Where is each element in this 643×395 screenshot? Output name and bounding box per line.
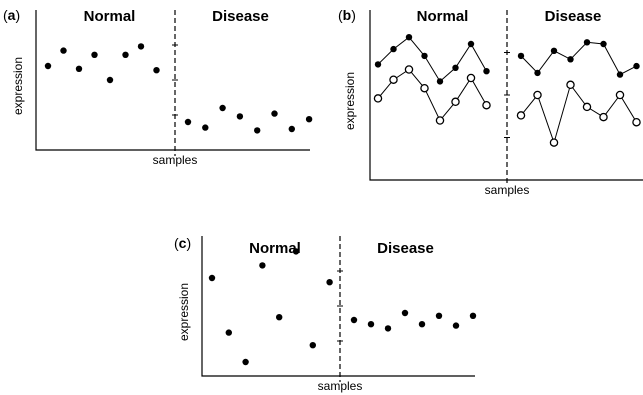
data-point-a-0-disease-6	[288, 125, 295, 133]
data-point-b-1-disease-5	[599, 112, 608, 122]
x-axis-label-b: samples	[485, 183, 530, 197]
axis-frame-a	[35, 10, 310, 151]
data-point-a-0-disease-5	[271, 110, 278, 117]
data-point-a-0-disease-1	[202, 124, 209, 131]
data-point-b-0-normal-7	[483, 68, 490, 75]
series-line-b-1-disease	[520, 83, 637, 145]
data-point-c-0-disease-2	[384, 325, 392, 332]
panel-label-c: (c)	[174, 235, 191, 251]
data-point-c-0-normal-0	[208, 274, 216, 282]
data-point-a-0-disease-4	[254, 127, 261, 134]
data-point-b-1-disease-4	[582, 102, 592, 112]
group-title-normal-b: Normal	[417, 8, 469, 25]
group-title-disease-b: Disease	[545, 8, 602, 25]
data-point-b-0-normal-1	[390, 45, 397, 53]
series-line-b-0-disease	[520, 41, 637, 76]
panel-label-a: (a)	[3, 7, 20, 23]
data-point-c-0-disease-0	[350, 316, 358, 324]
data-point-a-0-disease-3	[236, 113, 244, 120]
data-point-b-0-normal-3	[421, 52, 428, 60]
data-point-c-0-disease-7	[469, 312, 477, 319]
data-point-c-0-disease-3	[401, 309, 409, 317]
axis-frame-b	[369, 10, 643, 181]
data-point-b-1-disease-6	[615, 90, 625, 100]
group-title-disease-c: Disease	[377, 240, 434, 257]
data-point-b-1-normal-2	[404, 65, 414, 74]
data-point-b-1-normal-0	[373, 94, 383, 103]
data-point-b-1-normal-7	[482, 100, 491, 110]
data-point-b-1-normal-1	[389, 75, 398, 84]
data-point-b-0-normal-5	[452, 64, 459, 72]
data-point-b-0-normal-6	[467, 40, 475, 48]
axis-frame-c	[201, 236, 475, 377]
data-point-b-1-disease-7	[632, 117, 641, 127]
data-point-c-0-normal-1	[225, 329, 232, 336]
data-point-a-0-disease-0	[184, 118, 192, 126]
panel-label-b: (b)	[338, 7, 356, 23]
data-point-b-0-normal-4	[436, 78, 444, 85]
data-point-c-0-normal-6	[309, 342, 316, 349]
data-point-c-0-disease-1	[367, 321, 375, 328]
data-point-b-0-normal-0	[374, 61, 382, 68]
data-point-b-1-normal-3	[420, 83, 429, 93]
data-point-b-1-disease-3	[566, 80, 575, 90]
series-line-b-0-normal	[377, 36, 487, 83]
data-point-a-0-disease-7	[305, 116, 313, 123]
data-point-b-0-disease-3	[567, 56, 574, 63]
y-axis-label-c: expression	[177, 283, 191, 341]
chart-panel-b: (b) Normal Disease expression samples	[338, 7, 643, 197]
data-point-b-0-disease-5	[600, 40, 607, 48]
data-point-c-0-normal-4	[276, 314, 283, 321]
data-point-a-0-normal-0	[44, 62, 52, 70]
data-point-b-0-disease-4	[583, 39, 591, 46]
y-axis-label-b: expression	[343, 72, 357, 130]
data-point-c-0-disease-5	[435, 312, 443, 319]
data-point-a-0-normal-7	[153, 67, 160, 74]
data-point-a-0-normal-6	[137, 43, 145, 50]
data-point-b-0-disease-0	[517, 52, 525, 60]
data-point-b-1-normal-5	[451, 97, 460, 107]
data-point-c-0-normal-2	[242, 358, 249, 366]
data-point-c-0-normal-5	[292, 248, 300, 255]
data-point-a-0-normal-2	[75, 65, 83, 73]
data-point-c-0-normal-7	[326, 279, 333, 286]
data-point-a-0-normal-3	[91, 51, 98, 58]
data-point-a-0-normal-4	[106, 76, 114, 84]
data-point-b-1-normal-6	[466, 73, 476, 83]
chart-panel-c: (c) Normal Disease expression samples	[174, 235, 477, 393]
data-point-c-0-disease-4	[418, 321, 426, 328]
data-point-a-0-disease-2	[219, 104, 226, 112]
data-point-b-0-normal-2	[405, 34, 413, 41]
data-point-b-1-disease-1	[533, 90, 542, 100]
data-point-b-0-disease-7	[633, 62, 640, 70]
data-point-b-0-disease-2	[550, 47, 558, 54]
data-point-b-1-normal-4	[435, 116, 445, 125]
x-axis-label-c: samples	[318, 379, 363, 393]
data-point-b-0-disease-1	[534, 69, 541, 77]
data-point-c-0-disease-6	[452, 322, 460, 329]
data-point-b-0-disease-6	[616, 71, 624, 78]
data-point-b-1-disease-2	[549, 138, 559, 147]
data-point-a-0-normal-1	[60, 47, 67, 54]
data-point-a-0-normal-5	[122, 51, 129, 58]
x-axis-label-a: samples	[153, 153, 198, 167]
data-point-b-1-disease-0	[516, 111, 526, 120]
y-axis-label-a: expression	[11, 57, 25, 115]
group-title-normal-a: Normal	[84, 8, 136, 25]
group-title-normal-c: Normal	[249, 240, 301, 257]
data-point-c-0-normal-3	[259, 262, 266, 269]
group-title-disease-a: Disease	[212, 8, 269, 25]
chart-panel-a: (a) Normal Disease expression samples	[3, 7, 313, 167]
